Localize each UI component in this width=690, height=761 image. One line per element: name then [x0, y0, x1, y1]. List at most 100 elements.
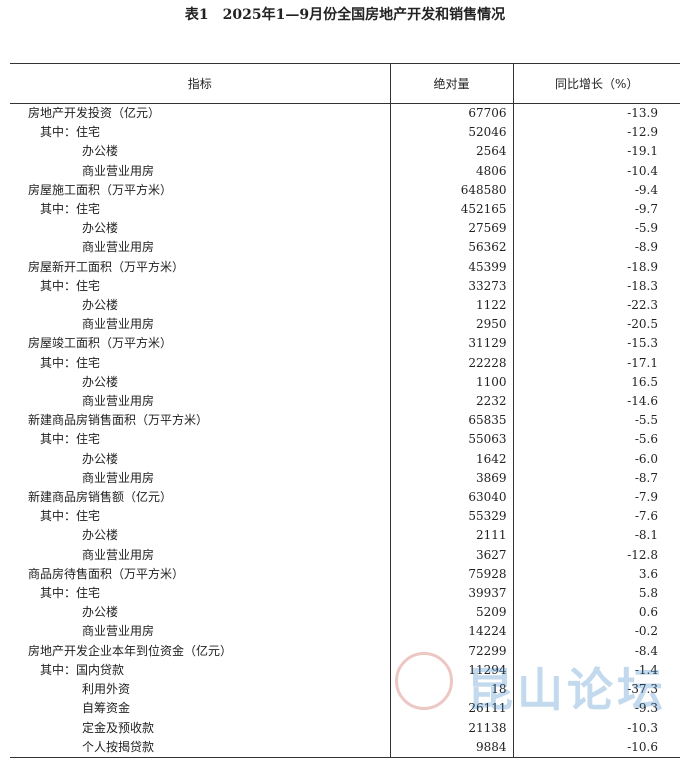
- label-cell: 办公楼: [82, 451, 119, 466]
- value-cell: 648580: [389, 180, 513, 201]
- value-cell: 26111: [389, 699, 513, 719]
- change-cell: -22.3: [512, 296, 680, 316]
- label-cell: 利用外资: [82, 682, 131, 697]
- value-cell: 67706: [389, 103, 513, 124]
- change-cell: 3.6: [512, 564, 680, 585]
- table-row: 其中：住宅 33273 -18.3: [10, 276, 680, 297]
- change-cell: -13.9: [512, 103, 680, 124]
- table-row: 房地产开发投资（亿元） 67706 -13.9: [10, 103, 680, 124]
- value-cell: 2232: [389, 392, 513, 412]
- change-cell: -8.4: [512, 641, 680, 661]
- label-cell: 办公楼: [82, 298, 119, 313]
- value-cell: 33273: [389, 276, 513, 297]
- value-cell: 56362: [389, 238, 513, 258]
- table-row: 自筹资金 26111 -9.3: [10, 699, 680, 719]
- label-cell: 其中：住宅: [40, 432, 101, 447]
- value-cell: 55329: [389, 507, 513, 527]
- change-cell: -8.1: [512, 526, 680, 546]
- table-row: 新建商品房销售面积（万平方米） 65835 -5.5: [10, 411, 680, 431]
- value-cell: 3869: [389, 468, 513, 489]
- table-row: 其中：住宅 39937 5.8: [10, 584, 680, 604]
- value-cell: 2564: [389, 142, 513, 162]
- change-cell: -8.9: [512, 238, 680, 258]
- value-cell: 9884: [389, 737, 513, 758]
- value-cell: 5209: [389, 603, 513, 623]
- table-row: 商业营业用房 14224 -0.2: [10, 622, 680, 642]
- value-cell: 18: [389, 680, 513, 700]
- label-cell: 自筹资金: [82, 701, 131, 716]
- change-cell: 16.5: [512, 372, 680, 393]
- table-row: 其中：住宅 22228 -17.1: [10, 353, 680, 373]
- label-cell: 其中：国内贷款: [40, 662, 125, 677]
- value-cell: 1100: [389, 372, 513, 393]
- change-cell: 5.8: [512, 584, 680, 604]
- change-cell: -8.7: [512, 468, 680, 489]
- table-row: 房屋新开工面积（万平方米） 45399 -18.9: [10, 257, 680, 277]
- table-row: 办公楼 1642 -6.0: [10, 449, 680, 469]
- value-cell: 452165: [389, 200, 513, 220]
- table-row: 办公楼 2564 -19.1: [10, 142, 680, 162]
- label-cell: 商业营业用房: [82, 317, 155, 332]
- label-cell: 新建商品房销售额（亿元）: [28, 490, 173, 505]
- table-row: 房屋施工面积（万平方米） 648580 -9.4: [10, 180, 680, 201]
- value-cell: 2111: [389, 526, 513, 546]
- change-cell: -18.9: [512, 257, 680, 277]
- label-cell: 商业营业用房: [82, 240, 155, 255]
- value-cell: 22228: [389, 353, 513, 373]
- value-cell: 1642: [389, 449, 513, 469]
- change-cell: -18.3: [512, 276, 680, 297]
- label-cell: 商业营业用房: [82, 163, 155, 178]
- table-row: 商业营业用房 3869 -8.7: [10, 468, 680, 489]
- value-cell: 11294: [389, 660, 513, 681]
- change-cell: -6.0: [512, 449, 680, 469]
- header-cell: 绝对量: [389, 63, 513, 104]
- label-cell: 商业营业用房: [82, 547, 155, 562]
- change-cell: -1.4: [512, 660, 680, 681]
- label-cell: 商业营业用房: [82, 394, 155, 409]
- change-cell: -5.6: [512, 430, 680, 450]
- change-cell: 0.6: [512, 603, 680, 623]
- change-cell: -17.1: [512, 353, 680, 373]
- table-row: 商业营业用房 56362 -8.9: [10, 238, 680, 258]
- label-cell: 房屋施工面积（万平方米）: [28, 182, 173, 197]
- change-cell: -10.4: [512, 161, 680, 181]
- label-cell: 新建商品房销售面积（万平方米）: [28, 413, 209, 428]
- label-cell: 其中：住宅: [40, 586, 101, 601]
- value-cell: 14224: [389, 622, 513, 642]
- value-cell: 21138: [389, 718, 513, 738]
- table-row: 办公楼 5209 0.6: [10, 603, 680, 623]
- table-row: 商业营业用房 3627 -12.8: [10, 545, 680, 565]
- table-row: 其中：住宅 52046 -12.9: [10, 123, 680, 143]
- table-row: 办公楼 27569 -5.9: [10, 219, 680, 239]
- label-cell: 商品房待售面积（万平方米）: [28, 566, 185, 581]
- label-cell: 房地产开发企业本年到位资金（亿元）: [28, 643, 233, 658]
- label-cell: 办公楼: [82, 605, 119, 620]
- table-row: 房屋竣工面积（万平方米） 31129 -15.3: [10, 334, 680, 354]
- label-cell: 办公楼: [82, 221, 119, 236]
- value-cell: 72299: [389, 641, 513, 661]
- value-cell: 55063: [389, 430, 513, 450]
- label-cell: 其中：住宅: [40, 278, 101, 293]
- header-cell: 指标: [10, 63, 390, 104]
- label-cell: 个人按揭贷款: [10, 737, 390, 758]
- table-row: 其中：住宅 55063 -5.6: [10, 430, 680, 450]
- change-cell: -5.9: [512, 219, 680, 239]
- change-cell: -0.2: [512, 622, 680, 642]
- table-row: 商业营业用房 2232 -14.6: [10, 392, 680, 412]
- change-cell: -9.7: [512, 200, 680, 220]
- table-row: 房地产开发企业本年到位资金（亿元） 72299 -8.4: [10, 641, 680, 661]
- value-cell: 27569: [389, 219, 513, 239]
- label-cell: 办公楼: [82, 374, 119, 389]
- value-cell: 63040: [389, 488, 513, 508]
- label-cell: 定金及预收款: [82, 720, 155, 735]
- change-cell: -7.9: [512, 488, 680, 508]
- change-cell: -7.6: [512, 507, 680, 527]
- table-row: 商品房待售面积（万平方米） 75928 3.6: [10, 564, 680, 585]
- change-cell: -14.6: [512, 392, 680, 412]
- value-cell: 75928: [389, 564, 513, 585]
- table-row: 定金及预收款 21138 -10.3: [10, 718, 680, 738]
- table-row: 办公楼 1100 16.5: [10, 372, 680, 393]
- table-row: 其中：国内贷款 11294 -1.4: [10, 660, 680, 681]
- value-cell: 3627: [389, 545, 513, 565]
